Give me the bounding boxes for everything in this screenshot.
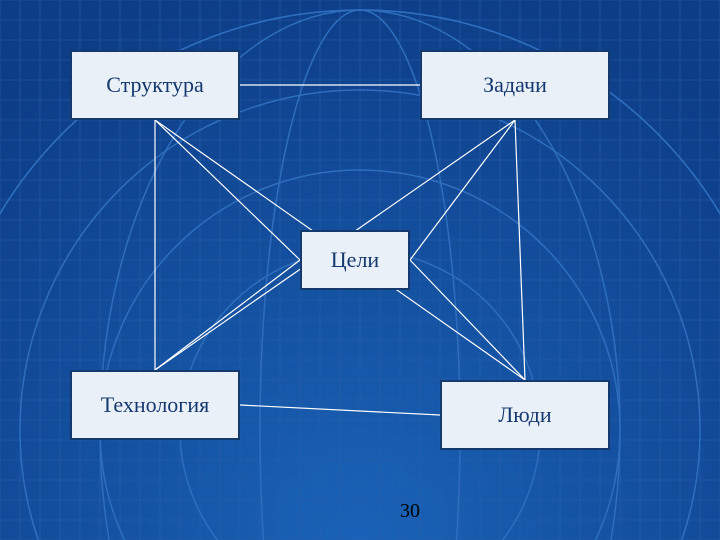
node-structure: Структура [70, 50, 240, 120]
node-label: Люди [498, 402, 551, 428]
node-people: Люди [440, 380, 610, 450]
node-goals: Цели [300, 230, 410, 290]
page-number: 30 [400, 500, 420, 523]
node-label: Задачи [483, 72, 547, 98]
node-label: Технология [101, 392, 209, 418]
node-label: Цели [331, 247, 379, 273]
node-technology: Технология [70, 370, 240, 440]
node-label: Структура [106, 72, 203, 98]
node-tasks: Задачи [420, 50, 610, 120]
